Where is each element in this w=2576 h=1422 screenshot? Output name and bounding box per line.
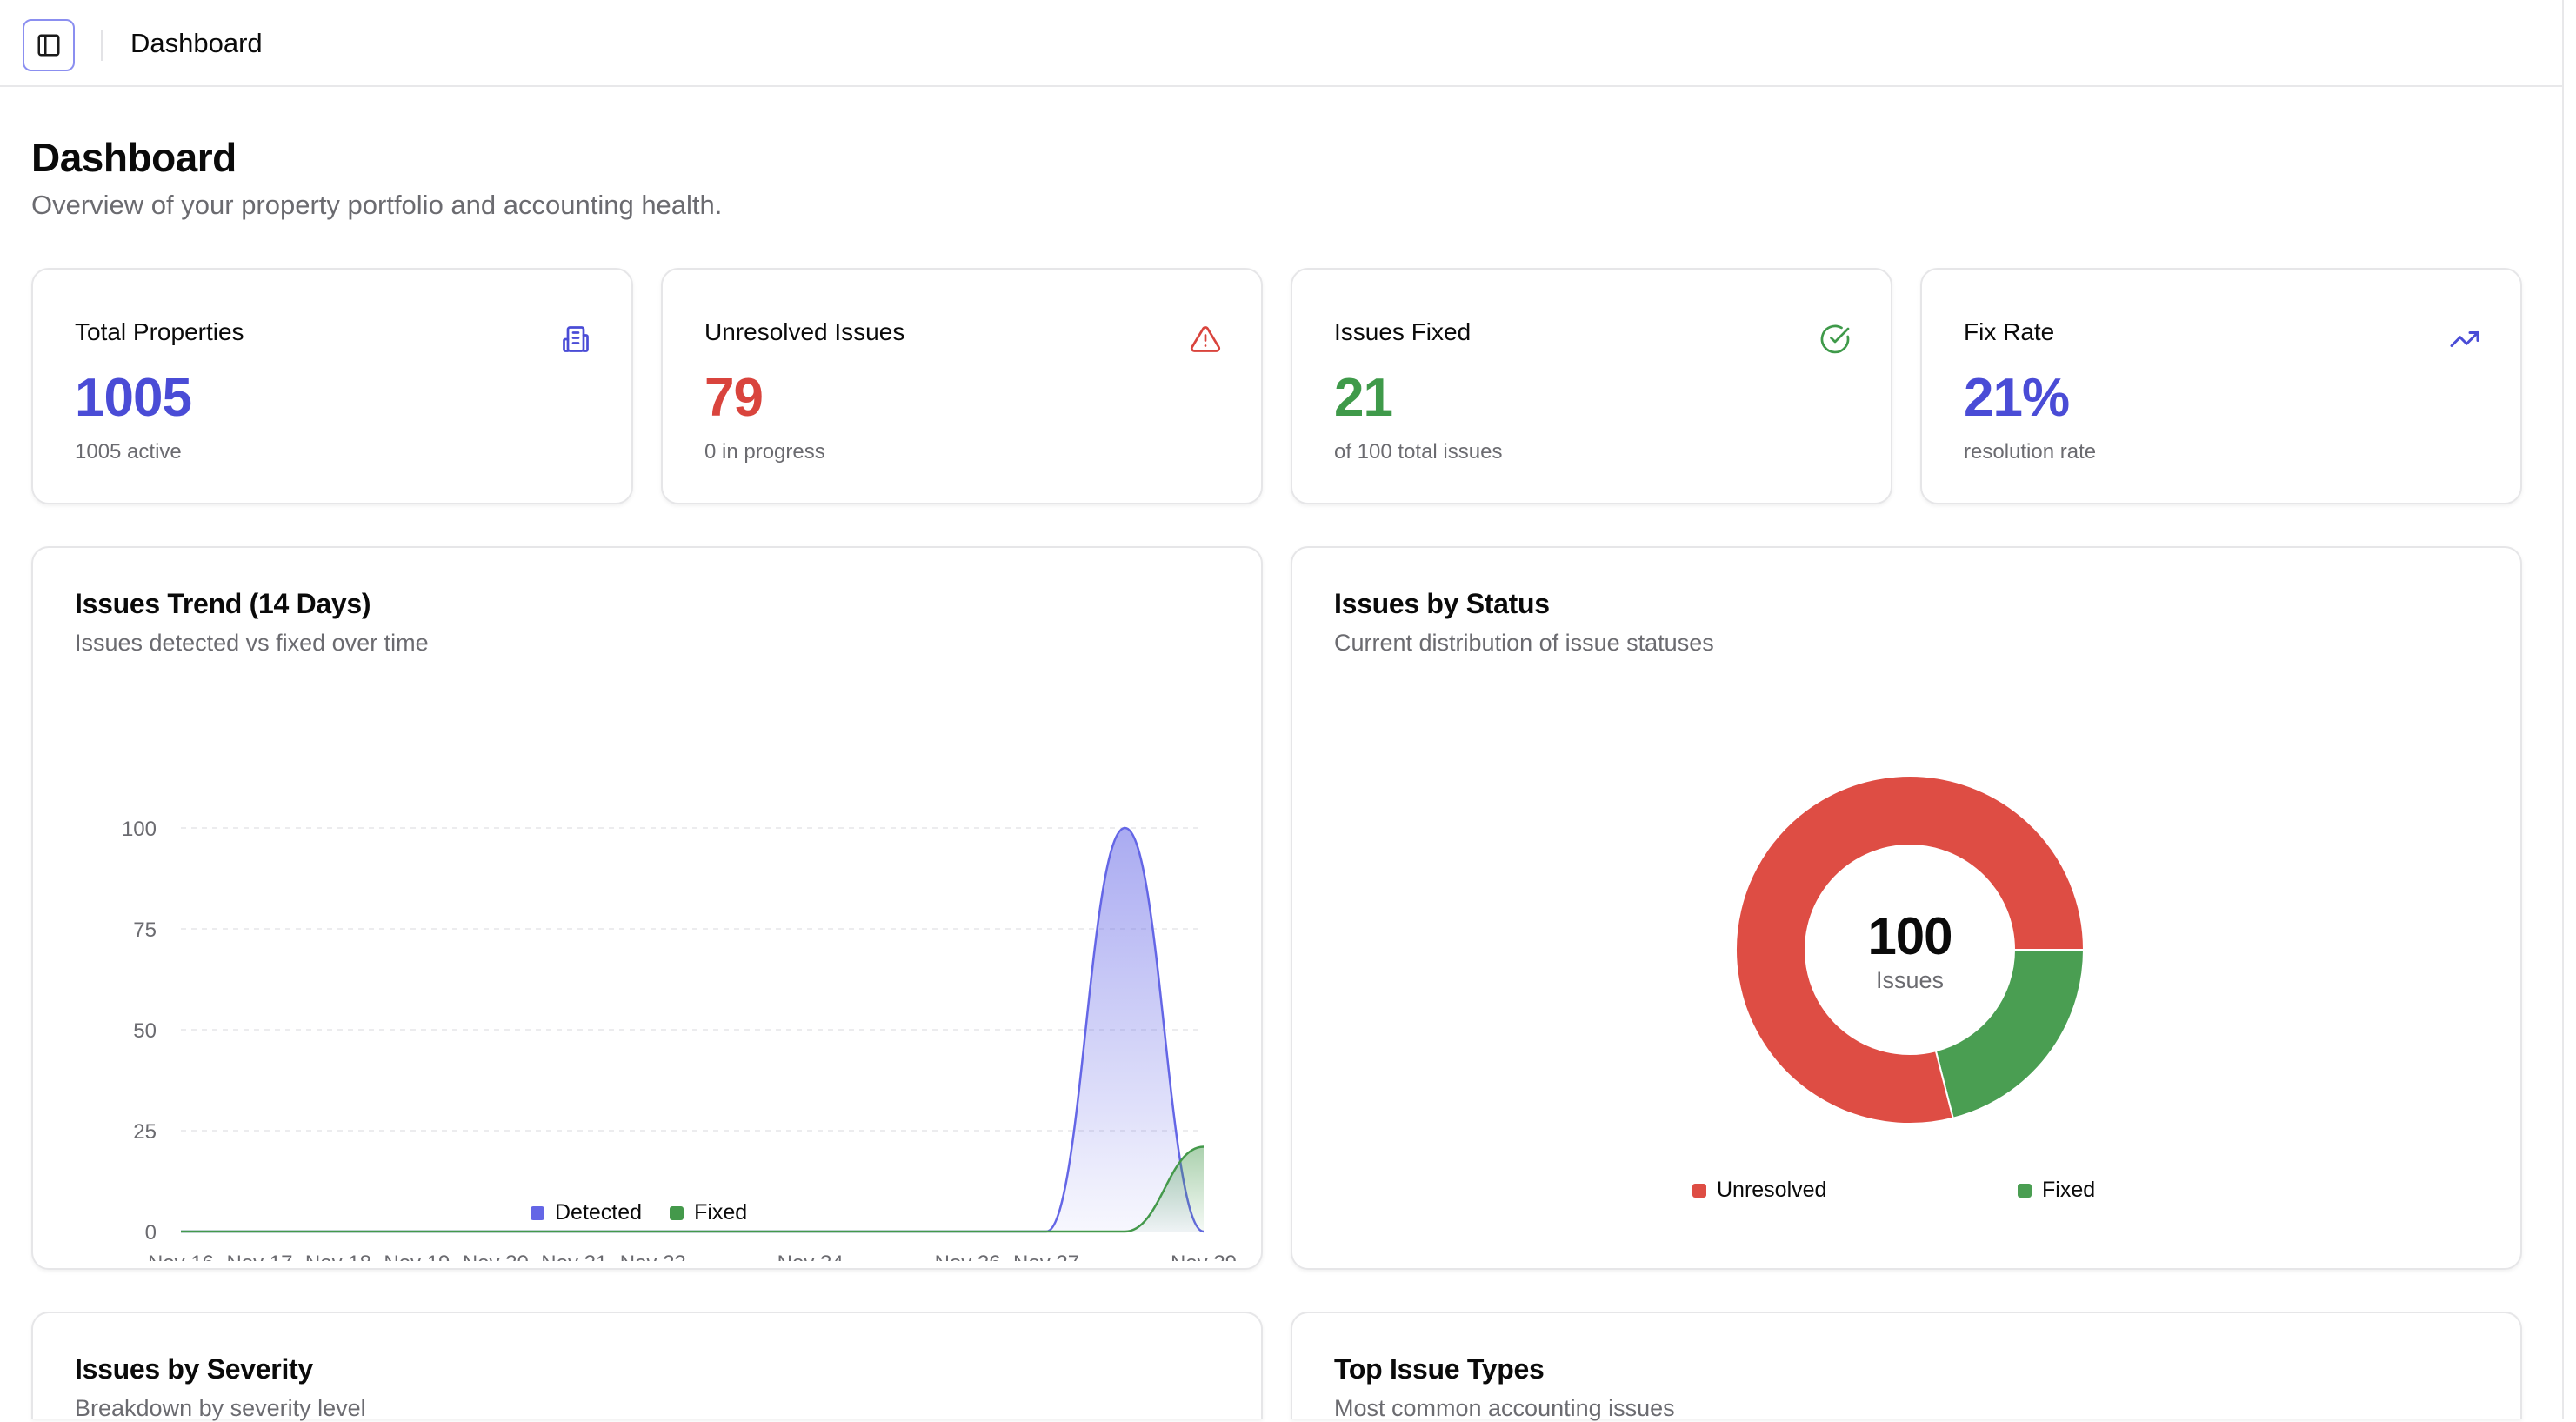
series-line-fixed	[180, 1145, 1205, 1233]
series-area-detected	[181, 828, 1204, 1232]
check-circle-icon	[1820, 324, 1850, 354]
stat-card-total-properties: Total Properties 1005 1005 active	[31, 268, 633, 504]
legend-item-fixed: Fixed	[670, 1200, 747, 1225]
x-tick-label: Nov 17	[226, 1252, 292, 1261]
donut-slice-unresolved[interactable]	[1735, 775, 2085, 1125]
x-tick-label: Nov 27	[1013, 1252, 1079, 1261]
stat-sub: 0 in progress	[704, 440, 825, 464]
y-tick-label: 75	[133, 918, 157, 942]
stat-card-fix-rate: Fix Rate 21% resolution rate	[1920, 268, 2522, 504]
page-subtitle: Overview of your property portfolio and …	[31, 190, 723, 220]
y-tick-label: 0	[145, 1221, 157, 1245]
status-legend-unresolved: Unresolved	[1692, 1178, 1826, 1203]
donut-center-value: 100	[1867, 907, 1952, 965]
x-tick-label: Nov 21	[541, 1252, 607, 1261]
stat-value: 21	[1334, 368, 1393, 428]
legend-swatch	[2018, 1183, 2032, 1198]
stat-card-issues-fixed: Issues Fixed 21 of 100 total issues	[1291, 268, 1892, 504]
building-icon	[563, 326, 589, 352]
issues-trend-chart: 0 25 50 75 100 Nov 16 Nov 17 Nov 18 Nov 19 Nov 2…	[122, 818, 1237, 1261]
trending-up-icon	[2450, 331, 2479, 347]
donut-slice-fixed[interactable]	[1934, 949, 2085, 1119]
card-subtitle: Issues detected vs fixed over time	[75, 630, 429, 656]
page-title: Dashboard	[31, 135, 237, 180]
stat-value: 21%	[1964, 368, 2070, 428]
y-tick-label: 50	[133, 1019, 157, 1043]
x-tick-label: Nov 19	[384, 1252, 450, 1261]
sidebar-toggle-button[interactable]	[23, 19, 75, 71]
issues-by-status-card: Issues by Status Current distribution of…	[1291, 546, 2522, 1270]
card-subtitle: Most common accounting issues	[1334, 1395, 1675, 1421]
card-title: Top Issue Types	[1334, 1353, 1545, 1385]
card-subtitle: Breakdown by severity level	[75, 1395, 366, 1421]
stat-label: Total Properties	[75, 318, 244, 345]
x-tick-label: Nov 26	[935, 1252, 1001, 1261]
card-title: Issues by Status	[1334, 588, 1550, 619]
stat-sub: 1005 active	[75, 440, 182, 464]
x-tick-label: Nov 18	[305, 1252, 371, 1261]
legend-label: Fixed	[2042, 1178, 2096, 1202]
panel-left-icon	[37, 34, 60, 57]
card-subtitle: Current distribution of issue statuses	[1334, 630, 1714, 656]
legend-label: Detected	[555, 1200, 643, 1225]
stat-card-unresolved-issues: Unresolved Issues 79 0 in progress	[661, 268, 1263, 504]
stat-label: Issues Fixed	[1334, 318, 1472, 345]
stat-label: Unresolved Issues	[704, 318, 905, 345]
stat-sub: of 100 total issues	[1334, 440, 1503, 464]
x-tick-label: Nov 20	[463, 1252, 529, 1261]
y-tick-label: 100	[122, 818, 157, 841]
legend-swatch	[531, 1205, 544, 1220]
x-tick-label: Nov 24	[777, 1252, 844, 1261]
stat-value: 79	[704, 368, 764, 428]
legend-swatch	[1692, 1183, 1706, 1198]
stat-sub: resolution rate	[1964, 440, 2097, 464]
card-title: Issues by Severity	[75, 1353, 313, 1385]
alert-triangle-icon	[1190, 326, 1221, 352]
x-tick-label: Nov 29	[1171, 1252, 1237, 1261]
issues-trend-card: Issues Trend (14 Days) Issues detected v…	[31, 546, 1263, 1270]
y-tick-label: 25	[133, 1120, 157, 1144]
x-tick-label: Nov 16	[148, 1252, 214, 1261]
donut-center-label: Issues	[1875, 967, 1945, 993]
legend-label: Unresolved	[1717, 1178, 1827, 1202]
breadcrumb-title: Dashboard	[130, 28, 263, 58]
x-tick-label: Nov 22	[620, 1252, 686, 1261]
top-bar: Dashboard	[0, 0, 2576, 87]
stat-value: 1005	[75, 368, 192, 428]
right-scroll-rail	[2562, 0, 2576, 1419]
issues-by-severity-card: Issues by Severity Breakdown by severity…	[31, 1312, 1263, 1421]
issues-status-donut	[1735, 775, 2085, 1125]
legend-swatch	[670, 1205, 684, 1220]
trend-legend: Detected Fixed	[531, 1200, 747, 1225]
status-legend-fixed: Fixed	[2018, 1178, 2095, 1203]
stat-label: Fix Rate	[1964, 318, 2055, 345]
legend-label: Fixed	[694, 1200, 748, 1225]
topbar-divider	[101, 30, 103, 61]
top-issue-types-card: Top Issue Types Most common accounting i…	[1291, 1312, 2522, 1421]
legend-item-detected: Detected	[531, 1200, 642, 1225]
card-title: Issues Trend (14 Days)	[75, 588, 371, 619]
